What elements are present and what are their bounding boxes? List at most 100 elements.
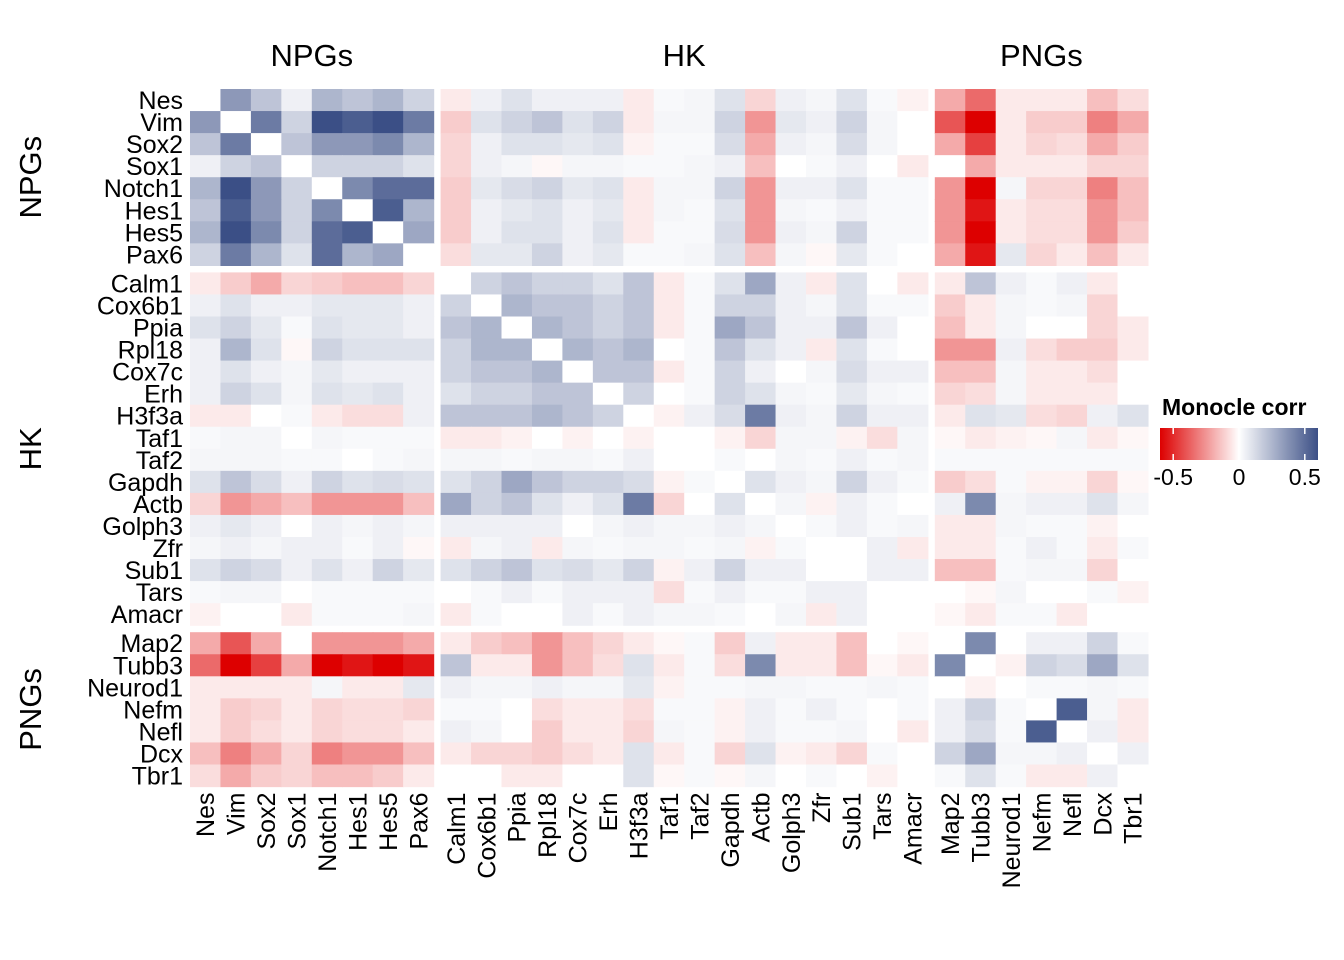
heatmap-cell (531, 382, 563, 406)
heatmap-cell (745, 492, 777, 516)
heatmap-cell (745, 470, 777, 494)
heatmap-cell (714, 632, 746, 655)
heatmap-cell (623, 133, 655, 156)
heatmap-cell (190, 111, 222, 134)
heatmap-cell (775, 89, 807, 112)
heatmap-cell (592, 742, 624, 766)
heatmap-cell (220, 720, 252, 744)
column-label: Ppia (504, 792, 532, 842)
heatmap-cell (372, 177, 404, 200)
heatmap-cell (714, 155, 746, 178)
heatmap-cell (342, 89, 374, 112)
heatmap-cell (714, 272, 746, 296)
row-label: Golph3 (102, 513, 183, 541)
heatmap-cell (440, 537, 472, 560)
heatmap-cell (531, 294, 563, 318)
heatmap-cell (342, 492, 374, 516)
heatmap-cell (653, 448, 685, 472)
column-label: Sox2 (253, 793, 281, 850)
column-label: Amacr (900, 793, 928, 865)
heatmap-cell (806, 448, 838, 472)
heatmap-cell (1026, 492, 1058, 516)
heatmap-cell (836, 177, 868, 200)
heatmap-cell (403, 514, 435, 538)
heatmap-cell (995, 676, 1027, 699)
heatmap-cell (311, 177, 343, 200)
heatmap-cell (1117, 404, 1149, 428)
heatmap-cell (1087, 676, 1119, 699)
column-label: Sox1 (284, 793, 312, 850)
heatmap-cell (281, 199, 313, 222)
heatmap-cell (1056, 514, 1088, 538)
heatmap-cell (897, 243, 929, 266)
heatmap-cell (623, 426, 655, 450)
row-label: Amacr (111, 601, 183, 629)
heatmap-cell (1087, 603, 1119, 626)
heatmap-cell (836, 676, 868, 699)
heatmap-cell (897, 177, 929, 200)
heatmap-cell (311, 514, 343, 538)
heatmap-cell (1087, 492, 1119, 516)
heatmap-cell (342, 720, 374, 744)
heatmap-cell (714, 221, 746, 244)
heatmap-cell (775, 676, 807, 699)
heatmap-cell (965, 316, 997, 340)
heatmap-cell (592, 654, 624, 677)
heatmap-cell (501, 470, 533, 494)
heatmap-cell (836, 720, 868, 744)
heatmap-cell (836, 742, 868, 766)
heatmap-cell (1026, 537, 1058, 560)
row-label: Tbr1 (132, 763, 183, 791)
heatmap-cell (250, 742, 282, 766)
heatmap-cell (372, 742, 404, 766)
heatmap-cell (471, 111, 503, 134)
heatmap-cell (745, 338, 777, 362)
heatmap-cell (866, 316, 898, 340)
heatmap-cell (653, 272, 685, 296)
heatmap-cell (745, 133, 777, 156)
heatmap-cell (684, 654, 716, 677)
heatmap-cell (684, 764, 716, 788)
heatmap-cell (775, 742, 807, 766)
column-label: Nes (192, 793, 220, 837)
heatmap-cell (471, 492, 503, 516)
heatmap-cell (714, 404, 746, 428)
legend-tick-label: 0 (1233, 464, 1246, 490)
heatmap-cell (342, 559, 374, 582)
heatmap-cell (1026, 294, 1058, 318)
side-group-title: HK (13, 427, 48, 470)
heatmap-cell (965, 404, 997, 428)
heatmap-cell (995, 294, 1027, 318)
heatmap-cell (1117, 243, 1149, 266)
heatmap-cell (714, 698, 746, 721)
heatmap-cell (220, 514, 252, 538)
heatmap-cell (592, 133, 624, 156)
heatmap-cell (1026, 581, 1058, 604)
row-label: Cox6b1 (97, 293, 183, 321)
heatmap-cell (623, 199, 655, 222)
row-label: Hes5 (125, 219, 183, 247)
heatmap-cell (562, 360, 594, 384)
heatmap-cell (471, 764, 503, 788)
heatmap-cell (562, 448, 594, 472)
heatmap-cell (836, 698, 868, 721)
heatmap-cell (934, 698, 966, 721)
heatmap-cell (440, 199, 472, 222)
heatmap-cell (1117, 676, 1149, 699)
heatmap-cell (220, 470, 252, 494)
heatmap-cell (684, 338, 716, 362)
heatmap-cell (836, 470, 868, 494)
heatmap-cell (623, 316, 655, 340)
heatmap-cell (1056, 764, 1088, 788)
row-label: Nefl (139, 718, 183, 746)
heatmap-cell (965, 360, 997, 384)
heatmap-cell (403, 448, 435, 472)
heatmap-cell (403, 426, 435, 450)
heatmap-cell (934, 294, 966, 318)
heatmap-cell (1056, 492, 1088, 516)
heatmap-cell (1117, 654, 1149, 677)
heatmap-cell (403, 316, 435, 340)
heatmap-cell (592, 155, 624, 178)
heatmap-cell (471, 272, 503, 296)
heatmap-cell (965, 448, 997, 472)
